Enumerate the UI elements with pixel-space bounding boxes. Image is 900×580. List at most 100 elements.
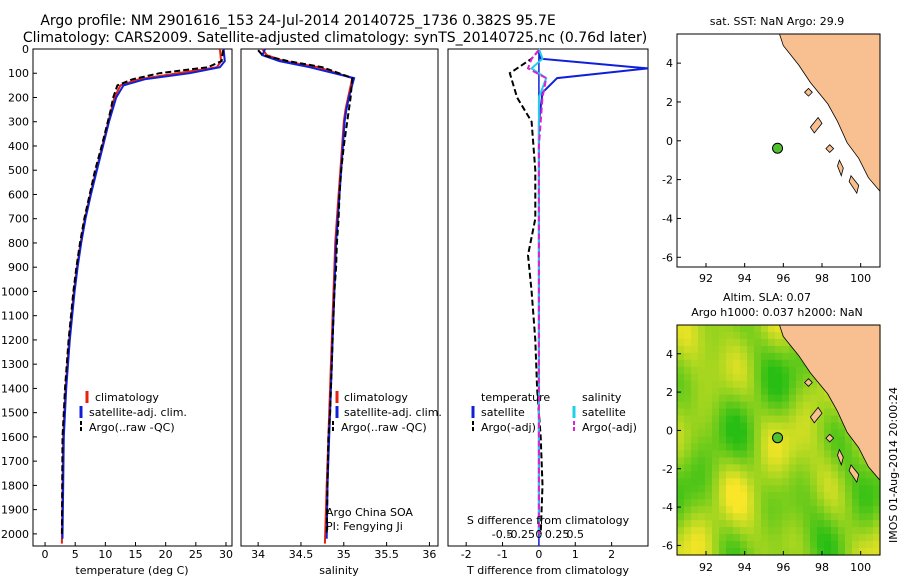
sla-cell xyxy=(740,345,748,354)
sla-cell xyxy=(754,499,762,507)
sla-cell xyxy=(838,506,846,514)
sla-cell xyxy=(782,478,790,486)
sla-cell xyxy=(768,485,776,493)
sla-cell xyxy=(831,548,839,556)
sla-cell xyxy=(747,394,755,403)
sla-cell xyxy=(789,401,797,410)
sla-cell xyxy=(705,534,713,542)
sla-cell xyxy=(677,506,685,514)
sla-cell xyxy=(677,394,685,403)
sla-cell xyxy=(845,464,853,472)
sla-cell xyxy=(866,541,874,549)
x-tick-label: 34 xyxy=(251,548,265,561)
sla-cell xyxy=(782,499,790,507)
sla-cell xyxy=(733,492,741,500)
sla-cell xyxy=(719,492,727,500)
sla-cell xyxy=(740,359,748,368)
sla-cell xyxy=(782,394,790,403)
sla-cell xyxy=(761,422,769,431)
sla-cell xyxy=(824,478,832,486)
sla-cell xyxy=(845,513,853,521)
sla-cell xyxy=(705,359,713,368)
sla-cell xyxy=(838,492,846,500)
sst-map-frame xyxy=(676,33,881,268)
sla-cell xyxy=(845,485,853,493)
sla-cell xyxy=(831,436,839,445)
sla-cell xyxy=(789,408,797,417)
sla-cell xyxy=(859,471,867,479)
map-x-tick-label: 100 xyxy=(850,561,871,574)
sla-cell xyxy=(873,485,881,493)
sla-cell xyxy=(810,436,818,445)
sla-cell xyxy=(684,366,692,375)
sla-cell xyxy=(796,478,804,486)
sla-cell xyxy=(768,513,776,521)
sla-cell xyxy=(747,429,755,438)
sla-cell xyxy=(677,422,685,431)
sla-cell xyxy=(838,548,846,556)
sla-cell xyxy=(754,513,762,521)
sla-cell xyxy=(824,534,832,542)
x-tick-label: 30 xyxy=(219,548,233,561)
sla-cell xyxy=(789,520,797,528)
sla-cell xyxy=(768,331,776,340)
sla-cell xyxy=(705,457,713,465)
sla-cell xyxy=(796,429,804,438)
depth-tick-label: 900 xyxy=(8,261,29,274)
sla-cell xyxy=(712,527,720,535)
sla-cell xyxy=(817,394,825,403)
sla-cell xyxy=(719,485,727,493)
sla-cell xyxy=(740,527,748,535)
sla-cell xyxy=(677,534,685,542)
sla-cell xyxy=(698,464,706,472)
sla-cell xyxy=(712,534,720,542)
sla-cell xyxy=(691,415,699,424)
sla-cell xyxy=(726,499,734,507)
sla-cell xyxy=(775,457,783,465)
sla-cell xyxy=(852,527,860,535)
sla-cell xyxy=(698,345,706,354)
sla-cell xyxy=(761,345,769,354)
sla-cell xyxy=(789,506,797,514)
sla-map: Altim. SLA: 0.07 Argo h1000: 0.037 h2000… xyxy=(662,291,881,574)
sla-cell xyxy=(761,534,769,542)
sla-cell xyxy=(803,387,811,396)
sla-cell xyxy=(803,394,811,403)
sla-cell xyxy=(782,485,790,493)
sla-cell xyxy=(761,506,769,514)
depth-tick-label: 600 xyxy=(8,188,29,201)
sla-cell xyxy=(677,366,685,375)
island-land xyxy=(848,464,860,484)
map-x-tick-label: 92 xyxy=(699,561,713,574)
sla-cell xyxy=(684,464,692,472)
sla-cell xyxy=(684,471,692,479)
sla-cell xyxy=(733,331,741,340)
sla-cell xyxy=(691,331,699,340)
sla-cell xyxy=(747,478,755,486)
sla-cell xyxy=(712,387,720,396)
sla-cell xyxy=(726,548,734,556)
sla-cell xyxy=(775,325,783,333)
sla-cell xyxy=(705,352,713,361)
sla-cell xyxy=(677,387,685,396)
x-tick-label: 2 xyxy=(608,548,615,561)
sla-cell xyxy=(677,520,685,528)
sla-cell xyxy=(754,401,762,410)
sla-cell xyxy=(796,492,804,500)
sla-cell xyxy=(845,492,853,500)
sla-cell xyxy=(719,534,727,542)
depth-tick-label: 200 xyxy=(8,91,29,104)
x-tick-label: -2 xyxy=(461,548,472,561)
sla-cell xyxy=(691,359,699,368)
sla-cell xyxy=(712,478,720,486)
sla-cell xyxy=(824,450,832,459)
sla-cell xyxy=(691,422,699,431)
sla-cell xyxy=(761,457,769,465)
sla-cell xyxy=(803,478,811,486)
sla-cell xyxy=(768,527,776,535)
sla-cell xyxy=(719,408,727,417)
sla-cell xyxy=(747,506,755,514)
sla-cell xyxy=(768,352,776,361)
sla-cell xyxy=(831,541,839,549)
